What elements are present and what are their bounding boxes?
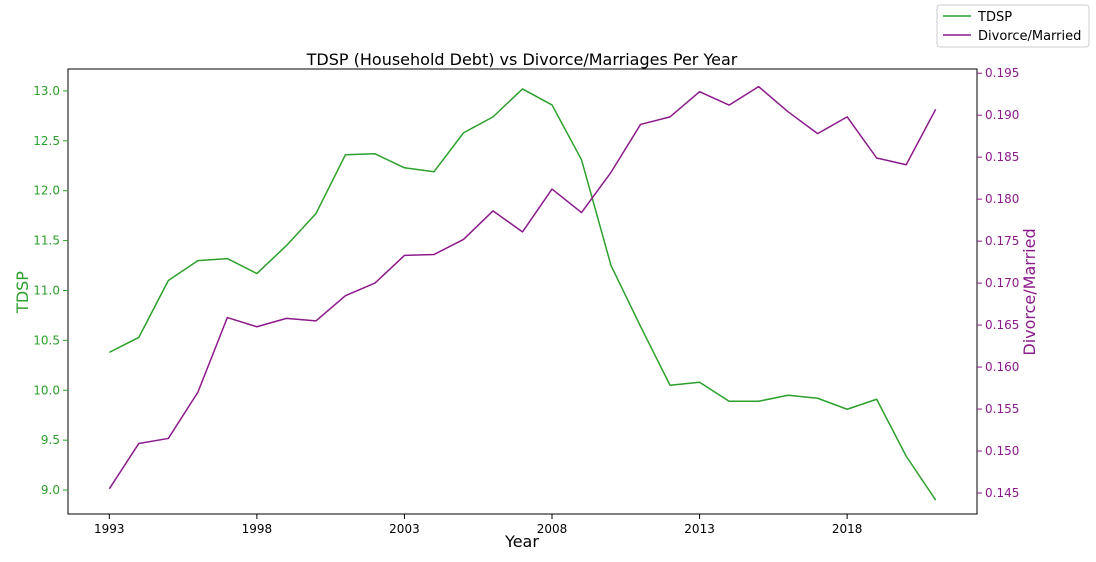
x-tick-label: 2008 <box>537 522 568 536</box>
chart-title: TDSP (Household Debt) vs Divorce/Marriag… <box>306 50 738 69</box>
legend-label-divorce-married: Divorce/Married <box>978 29 1081 44</box>
left-tick-label: 10.5 <box>33 333 60 347</box>
left-tick-label: 12.0 <box>33 184 60 198</box>
right-tick-label: 0.175 <box>985 234 1019 248</box>
legend-frame <box>936 4 1090 48</box>
x-tick-label: 2013 <box>684 522 715 536</box>
x-tick-label: 2018 <box>832 522 863 536</box>
series-lines <box>108 85 937 501</box>
right-tick-label: 0.190 <box>985 108 1019 122</box>
right-tick-label: 0.150 <box>985 444 1019 458</box>
x-axis-ticks: 1993 1998 2003 2008 2013 2018 <box>94 514 862 536</box>
right-tick-label: 0.180 <box>985 192 1019 206</box>
left-tick-label: 10.0 <box>33 383 60 397</box>
legend: TDSP Divorce/Married <box>936 4 1090 48</box>
left-y-axis-ticks: 9.0 9.5 10.0 10.5 11.0 11.5 12.0 12.5 13.0 <box>33 84 68 497</box>
left-tick-label: 12.5 <box>33 134 60 148</box>
right-tick-label: 0.155 <box>985 402 1019 416</box>
left-tick-label: 11.5 <box>33 234 60 248</box>
left-tick-label: 11.0 <box>33 284 60 298</box>
left-tick-label: 13.0 <box>33 84 60 98</box>
x-tick-label: 1993 <box>94 522 125 536</box>
right-tick-label: 0.185 <box>985 150 1019 164</box>
series-line-divorce-married <box>108 85 937 490</box>
plot-area-frame <box>67 68 978 515</box>
right-tick-label: 0.170 <box>985 276 1019 290</box>
right-tick-label: 0.165 <box>985 318 1019 332</box>
series-line-tdsp <box>108 88 937 501</box>
x-tick-label: 2003 <box>389 522 420 536</box>
left-tick-label: 9.5 <box>41 433 60 447</box>
right-y-axis-ticks: 0.145 0.150 0.155 0.160 0.165 0.170 0.175 0.180… <box>977 66 1019 500</box>
right-tick-label: 0.160 <box>985 360 1019 374</box>
right-tick-label: 0.145 <box>985 486 1019 500</box>
x-axis-label: Year <box>504 532 539 551</box>
right-y-axis-label: Divorce/Married <box>1020 228 1039 355</box>
right-tick-label: 0.195 <box>985 66 1019 80</box>
left-y-axis-label: TDSP <box>13 271 32 314</box>
left-tick-label: 9.0 <box>41 483 60 497</box>
x-tick-label: 1998 <box>242 522 273 536</box>
legend-label-tdsp: TDSP <box>977 10 1012 25</box>
